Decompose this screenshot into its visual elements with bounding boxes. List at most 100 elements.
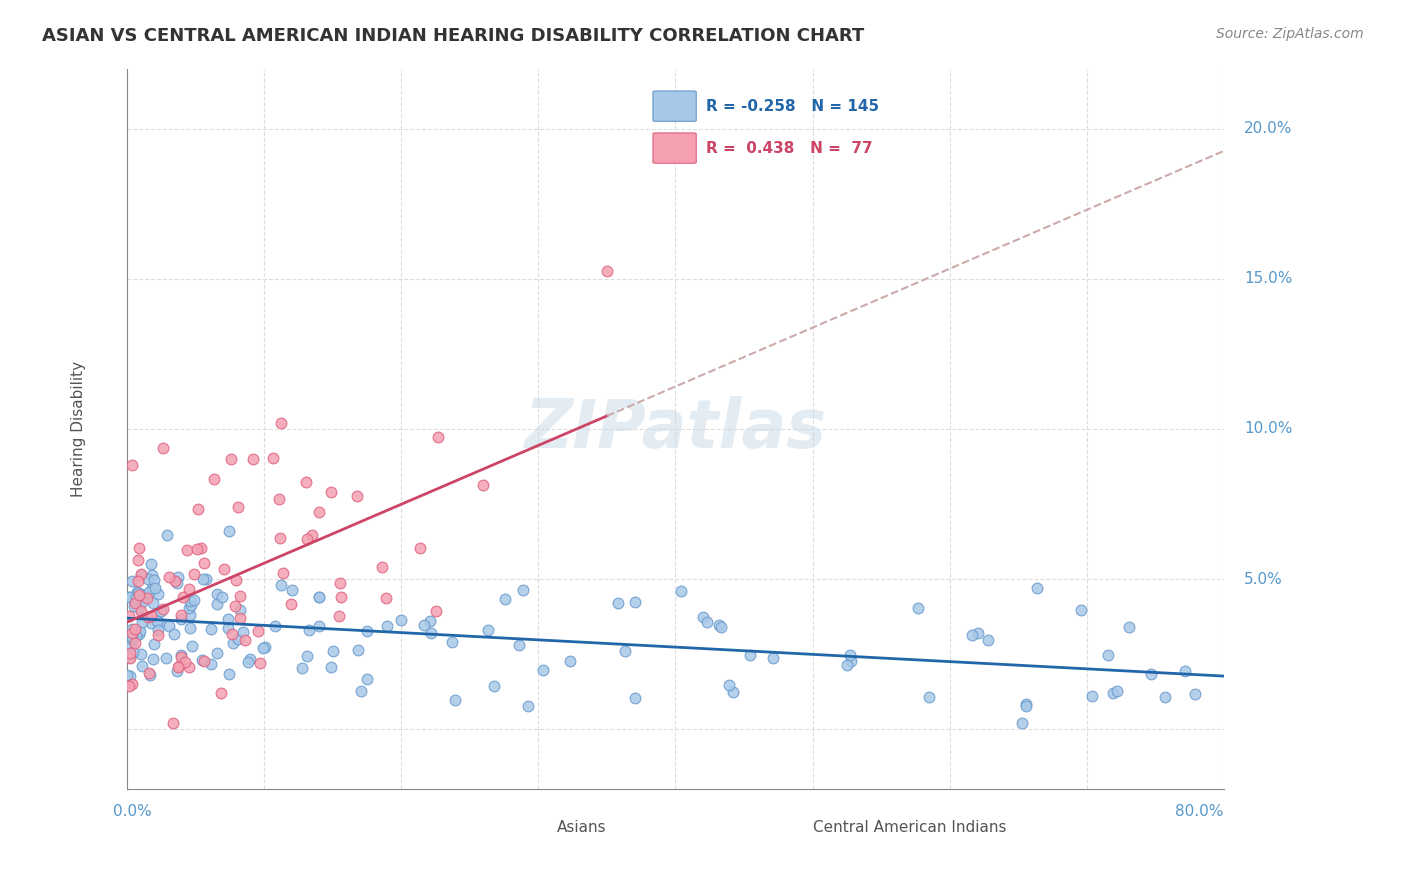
Point <box>170 649 193 664</box>
Point <box>270 578 292 592</box>
Point <box>330 590 353 604</box>
Point <box>962 628 984 642</box>
Point <box>155 651 177 665</box>
Point <box>226 500 249 515</box>
Point <box>249 656 271 670</box>
Point <box>219 452 242 467</box>
Point <box>149 604 172 618</box>
Point <box>121 623 143 637</box>
Point <box>508 638 530 652</box>
Point <box>205 587 228 601</box>
Point <box>229 603 252 617</box>
Point <box>169 608 191 623</box>
Point <box>1097 648 1119 663</box>
Text: 5.0%: 5.0% <box>1244 572 1284 587</box>
Point <box>127 584 149 599</box>
Point <box>143 581 166 595</box>
Text: Source: ZipAtlas.com: Source: ZipAtlas.com <box>1216 27 1364 41</box>
Point <box>127 586 149 600</box>
Point <box>118 609 141 624</box>
Point <box>221 636 243 650</box>
Point <box>321 484 343 499</box>
Point <box>319 660 342 674</box>
Point <box>138 666 160 681</box>
Point <box>179 594 201 608</box>
Point <box>177 601 200 615</box>
Point <box>1154 690 1177 705</box>
Text: R = -0.258   N = 145: R = -0.258 N = 145 <box>706 99 879 113</box>
Point <box>163 627 186 641</box>
Point <box>165 574 187 588</box>
Point <box>121 458 143 473</box>
Point <box>1080 690 1102 704</box>
Point <box>128 627 150 641</box>
Point <box>143 573 166 587</box>
Point <box>596 263 619 277</box>
Point <box>179 621 201 635</box>
Point <box>918 690 941 705</box>
Text: 15.0%: 15.0% <box>1244 271 1292 286</box>
Point <box>425 604 447 618</box>
Point <box>531 663 554 677</box>
Point <box>308 590 330 604</box>
Point <box>131 658 153 673</box>
Point <box>129 624 152 638</box>
Point <box>170 648 193 662</box>
Point <box>1184 687 1206 701</box>
Point <box>121 632 143 646</box>
Point <box>128 541 150 556</box>
Point <box>377 618 399 632</box>
Point <box>301 527 323 541</box>
Point <box>124 596 146 610</box>
Point <box>413 617 436 632</box>
Point <box>233 632 256 647</box>
Point <box>308 504 330 518</box>
Point <box>229 611 252 625</box>
Point <box>131 595 153 609</box>
Point <box>280 598 302 612</box>
Point <box>242 452 264 467</box>
Point <box>152 441 174 455</box>
Point <box>212 562 235 576</box>
Point <box>166 576 188 591</box>
Point <box>118 679 141 693</box>
Point <box>156 528 179 542</box>
Point <box>118 651 141 665</box>
Point <box>170 612 193 626</box>
Point <box>253 640 276 654</box>
FancyBboxPatch shape <box>129 807 167 868</box>
Point <box>218 666 240 681</box>
Point <box>692 610 714 624</box>
Point <box>221 626 243 640</box>
Point <box>176 542 198 557</box>
Point <box>122 599 145 613</box>
Point <box>217 612 239 626</box>
Point <box>209 686 232 700</box>
Point <box>224 599 246 613</box>
Point <box>141 581 163 595</box>
Point <box>142 652 165 666</box>
Point <box>132 591 155 605</box>
Text: Hearing Disability: Hearing Disability <box>70 361 86 497</box>
Point <box>200 657 222 671</box>
Point <box>124 591 146 605</box>
Point <box>193 654 215 668</box>
Point <box>966 625 988 640</box>
Point <box>143 637 166 651</box>
Point <box>162 716 184 731</box>
Point <box>721 685 744 699</box>
Point <box>835 658 858 673</box>
Point <box>174 655 197 669</box>
Point <box>558 654 581 668</box>
Point <box>127 574 149 588</box>
Point <box>419 614 441 628</box>
Point <box>129 647 152 661</box>
Point <box>1140 667 1163 681</box>
Point <box>180 599 202 613</box>
Text: 0.0%: 0.0% <box>114 805 152 820</box>
Point <box>262 450 284 465</box>
Point <box>120 650 142 665</box>
Point <box>740 648 762 663</box>
Point <box>120 638 142 652</box>
Point <box>294 475 316 489</box>
